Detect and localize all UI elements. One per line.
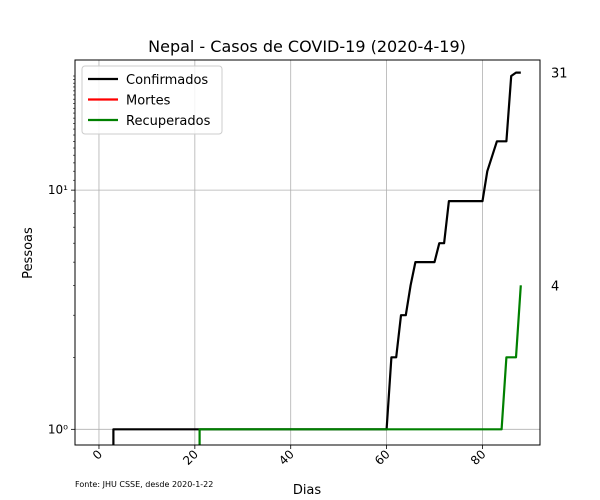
end-value-label: 4 — [551, 279, 559, 294]
series-line-confirmados — [112, 71, 521, 445]
x-axis-label: Dias — [293, 483, 322, 498]
legend: Confirmados Mortes Recuperados — [81, 65, 223, 135]
y-tick-label: 10¹ — [48, 183, 68, 197]
series-line-recuperados — [198, 285, 522, 445]
end-value-labels: 31 4 — [551, 67, 568, 295]
series-lines — [112, 71, 522, 445]
y-axis-label: Pessoas — [21, 227, 36, 279]
legend-label: Confirmados — [126, 73, 208, 88]
chart-title: Nepal - Casos de COVID-19 (2020-4-19) — [148, 37, 466, 56]
legend-label: Recuperados — [126, 114, 211, 129]
legend-label: Mortes — [126, 94, 171, 109]
y-tick-label: 10⁰ — [48, 422, 68, 436]
end-value-label: 31 — [551, 67, 568, 82]
plot-frame — [74, 59, 541, 446]
source-note: Fonte: JHU CSSE, desde 2020-1-22 — [75, 480, 213, 489]
legend-box — [81, 65, 223, 135]
